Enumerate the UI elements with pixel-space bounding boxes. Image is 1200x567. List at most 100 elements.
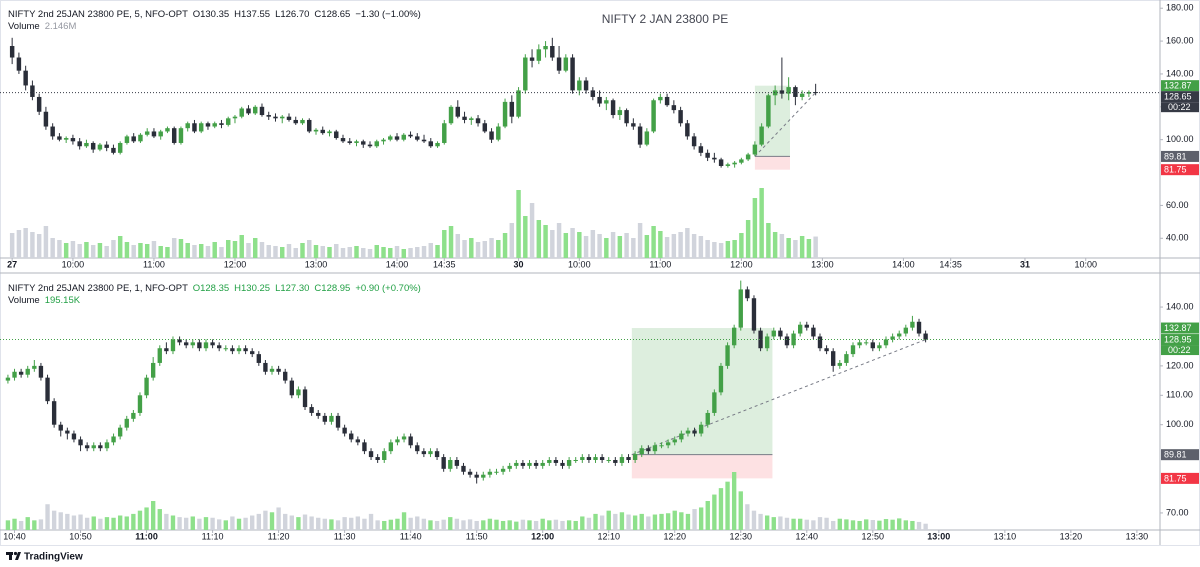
candle-body bbox=[5, 377, 11, 381]
volume-bar bbox=[672, 510, 677, 530]
volume-bar bbox=[442, 230, 447, 258]
candle-body bbox=[604, 100, 609, 104]
volume-bar bbox=[604, 238, 609, 258]
y-tick-label: 180.00 bbox=[1166, 3, 1194, 13]
volume-bar bbox=[705, 240, 710, 258]
x-tick-label: 12:40 bbox=[796, 531, 819, 541]
volume-bar bbox=[415, 516, 420, 530]
volume-bar bbox=[435, 245, 440, 258]
volume-bar bbox=[632, 515, 638, 530]
volume-bar bbox=[474, 520, 479, 530]
volume-bar bbox=[583, 236, 589, 258]
candle-body bbox=[651, 100, 656, 132]
volume-bar bbox=[639, 513, 644, 530]
x-tick-label: 31 bbox=[1020, 259, 1030, 269]
volume-bar bbox=[798, 518, 803, 530]
candle-body bbox=[793, 87, 798, 97]
x-tick-label: 14:00 bbox=[892, 259, 915, 269]
candle-body bbox=[448, 106, 454, 124]
candle-body bbox=[857, 342, 862, 346]
candle-body bbox=[104, 442, 110, 449]
candle-body bbox=[543, 46, 548, 50]
x-tick-label: 10:40 bbox=[3, 531, 26, 541]
candle-body bbox=[225, 118, 231, 125]
volume-bar bbox=[428, 243, 434, 258]
volume-bar bbox=[217, 519, 222, 530]
ohlc-value: O128.35 bbox=[193, 283, 229, 294]
candle-body bbox=[246, 108, 251, 114]
volume-bar bbox=[388, 519, 394, 530]
candle-body bbox=[408, 436, 413, 446]
candle-body bbox=[482, 123, 488, 132]
volume-bar bbox=[355, 516, 361, 530]
volume-bar bbox=[679, 512, 684, 530]
volume-bar bbox=[246, 243, 251, 258]
volume-bar bbox=[203, 517, 209, 530]
volume-bar bbox=[178, 239, 184, 258]
x-tick-label: 10:00 bbox=[568, 259, 591, 269]
volume-bar bbox=[570, 228, 575, 258]
candle-body bbox=[509, 101, 515, 117]
candle-body bbox=[117, 142, 123, 153]
volume-bar bbox=[25, 517, 30, 530]
x-tick-label: 11:00 bbox=[649, 259, 671, 269]
candle-body bbox=[671, 105, 677, 111]
volume-bar bbox=[910, 520, 915, 530]
candle-body bbox=[779, 90, 785, 94]
volume-bar bbox=[230, 516, 235, 530]
volume-bar bbox=[293, 248, 298, 258]
candle-body bbox=[124, 418, 129, 428]
chart-header: NIFTY 2nd 25JAN 23800 PE, 5, NFO-OPT O130… bbox=[8, 9, 421, 20]
x-tick-label: 12:00 bbox=[730, 259, 753, 269]
chart-header: NIFTY 2nd 25JAN 23800 PE, 1, NFO-OPT O128… bbox=[8, 283, 421, 294]
volume-bar bbox=[560, 520, 565, 530]
volume-bar bbox=[850, 520, 856, 530]
candle-body bbox=[171, 128, 177, 143]
volume-bar bbox=[725, 241, 731, 258]
volume-bar bbox=[516, 190, 521, 258]
candle-body bbox=[461, 465, 466, 472]
volume-bar bbox=[811, 520, 816, 530]
y-tick-label: 100.00 bbox=[1166, 419, 1194, 429]
candle-body bbox=[252, 106, 258, 114]
y-tick-label: 60.00 bbox=[1166, 200, 1189, 210]
volume-bar bbox=[401, 512, 407, 530]
volume-bar bbox=[665, 513, 671, 530]
candle-body bbox=[475, 118, 481, 124]
x-tick-label: 12:00 bbox=[224, 259, 247, 269]
volume-bar bbox=[806, 239, 812, 258]
candle-body bbox=[624, 110, 629, 124]
candle-body bbox=[435, 142, 440, 147]
candle-body bbox=[586, 457, 592, 460]
candle-body bbox=[467, 471, 473, 475]
candle-body bbox=[745, 289, 750, 299]
volume-bar bbox=[408, 248, 413, 258]
volume-bar bbox=[659, 513, 664, 530]
x-tick-label: 13:00 bbox=[305, 259, 328, 269]
volume-bar bbox=[870, 520, 875, 530]
volume-bar bbox=[36, 234, 42, 258]
candle-body bbox=[759, 126, 764, 145]
y-tick-label: 70.00 bbox=[1166, 507, 1189, 517]
volume-bar bbox=[58, 512, 63, 530]
candle-body bbox=[239, 108, 244, 117]
volume-bar bbox=[170, 515, 176, 530]
candle-body bbox=[637, 126, 643, 145]
volume-bar bbox=[739, 233, 744, 258]
volume-bar bbox=[192, 245, 197, 258]
x-tick-label: 12:20 bbox=[663, 531, 686, 541]
change: −1.30 (−1.00%) bbox=[355, 9, 421, 20]
price-label: 81.75 bbox=[1164, 165, 1187, 175]
price-label: 128.95 bbox=[1164, 334, 1192, 344]
volume-bar bbox=[550, 230, 555, 258]
candle-body bbox=[496, 126, 501, 140]
candle-body bbox=[65, 430, 70, 434]
candle-body bbox=[394, 136, 400, 140]
candle-body bbox=[302, 389, 308, 408]
candle-body bbox=[77, 141, 82, 147]
volume-bar bbox=[916, 521, 922, 530]
y-tick-label: 140.00 bbox=[1166, 68, 1194, 78]
volume-bar bbox=[283, 513, 288, 530]
volume-bar bbox=[334, 244, 339, 258]
candle-body bbox=[577, 80, 582, 91]
